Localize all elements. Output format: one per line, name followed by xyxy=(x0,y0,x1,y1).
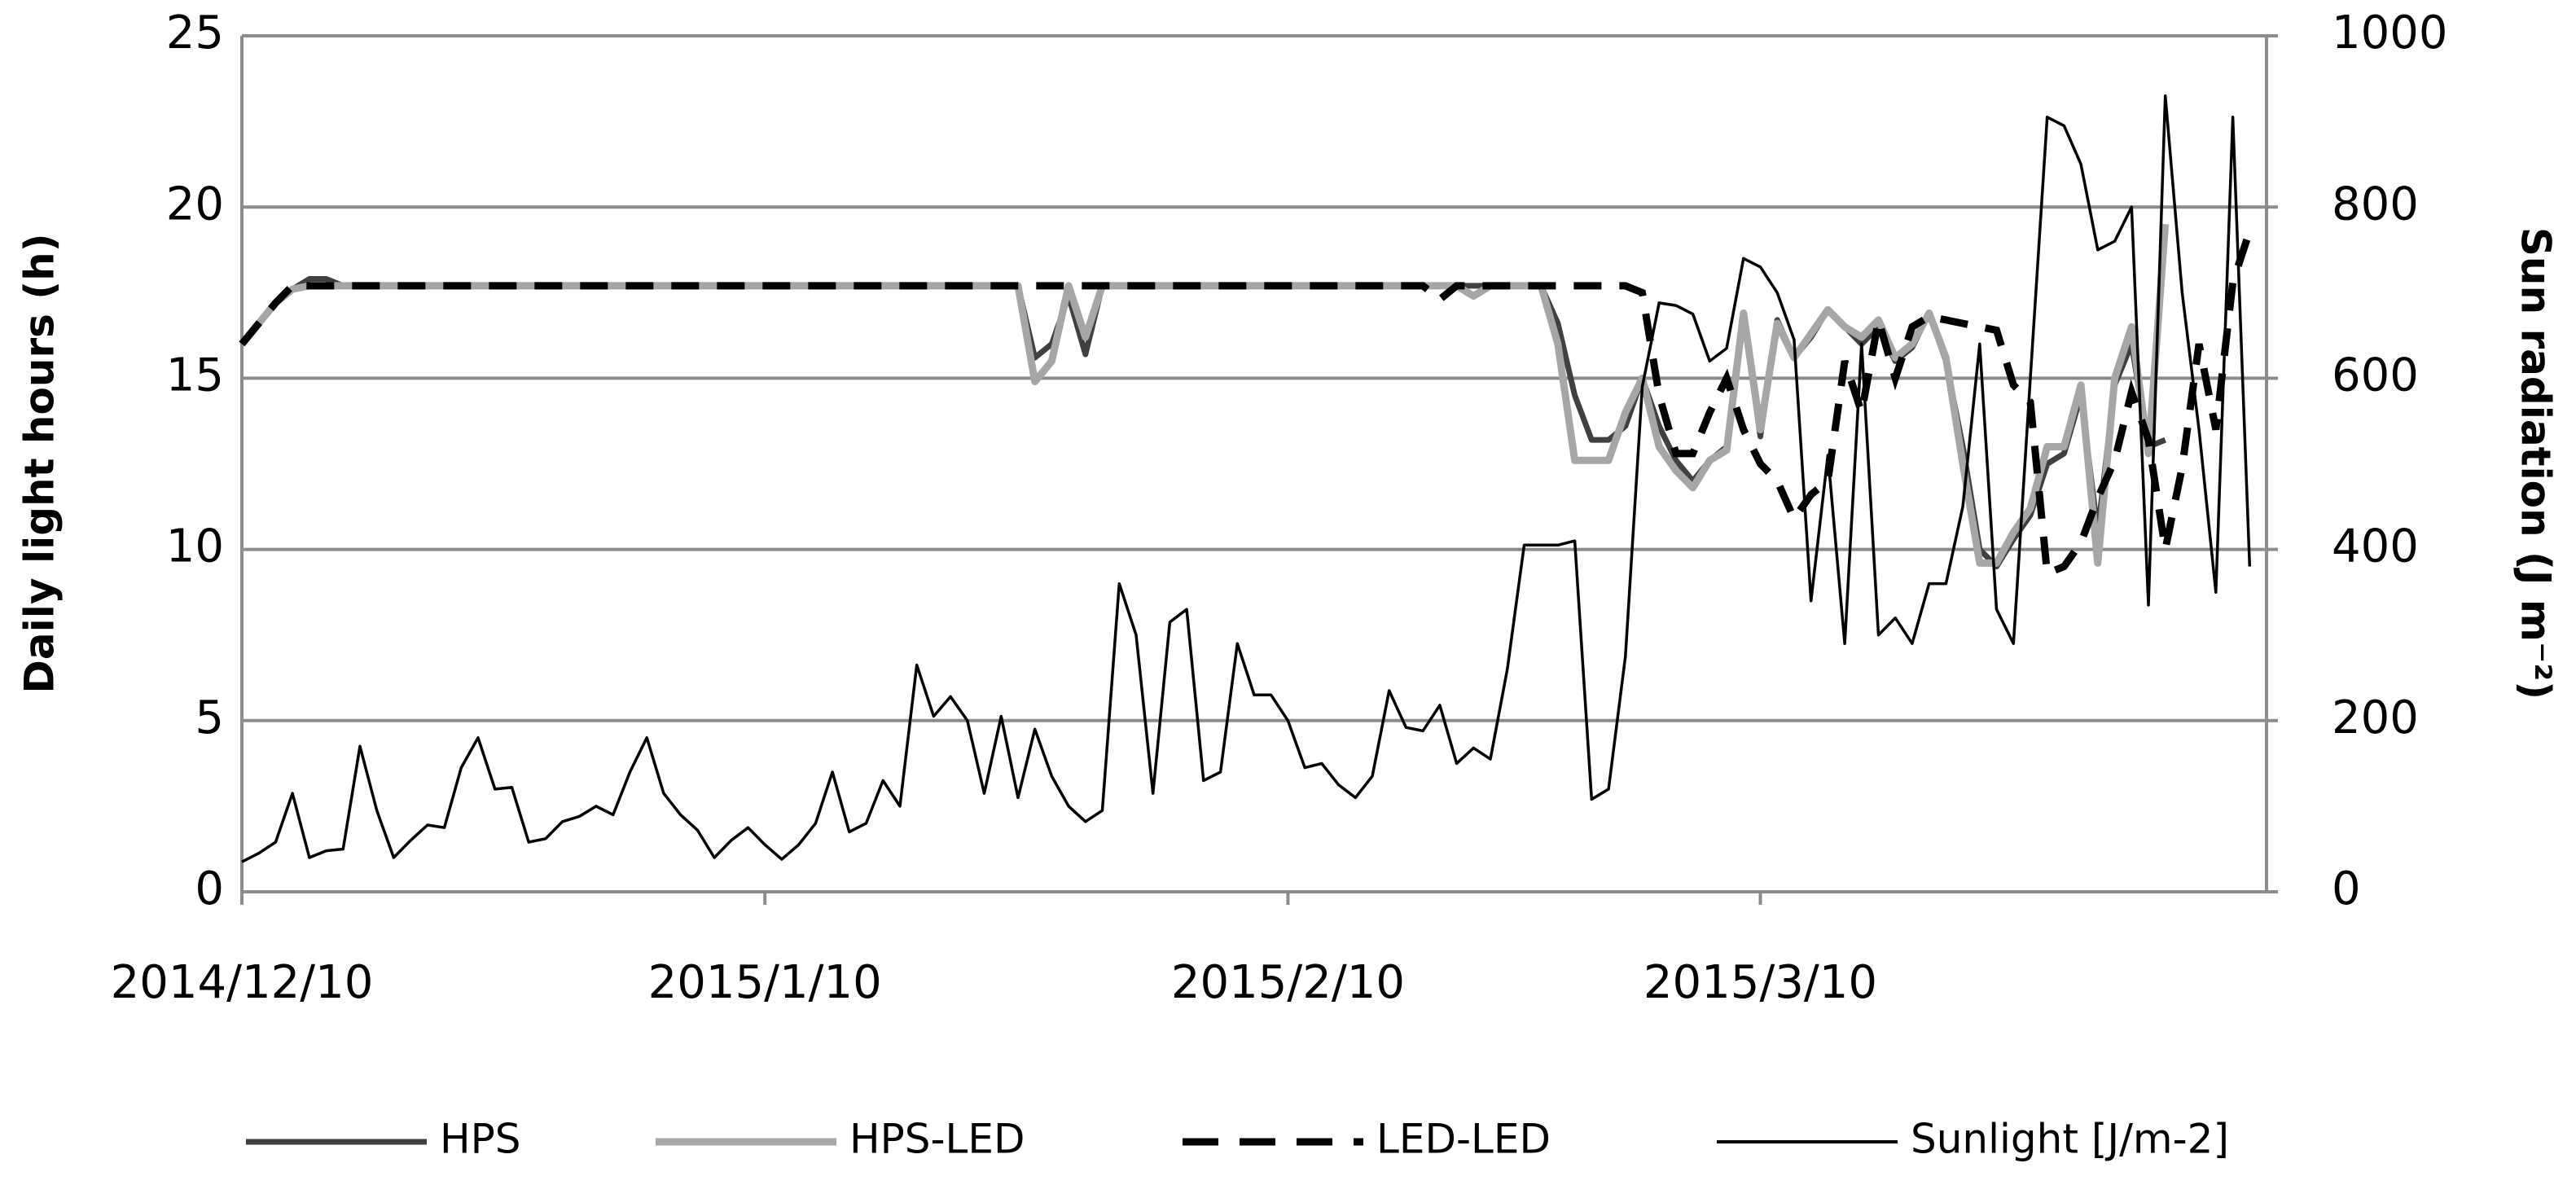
y2-axis-title: Sun radiation (J m⁻²) xyxy=(2512,227,2560,700)
series-line xyxy=(241,94,2252,863)
legend-label: LED-LED xyxy=(1376,1116,1551,1163)
y-tick-label: 25 xyxy=(166,7,224,59)
y-tick-label: 0 xyxy=(195,862,224,915)
y2-tick-label: 800 xyxy=(2332,178,2419,230)
series-line xyxy=(239,230,2253,579)
y-tick-label: 15 xyxy=(166,349,224,402)
x-tick-label: 2015/1/10 xyxy=(648,956,882,1009)
y-axis-title: Daily light hours (h) xyxy=(16,233,64,693)
y-tick-label: 5 xyxy=(195,691,224,744)
y2-tick-label: 400 xyxy=(2332,520,2419,573)
y-tick-label: 10 xyxy=(166,520,224,573)
y2-tick-label: 600 xyxy=(2332,349,2419,402)
legend-label: HPS-LED xyxy=(849,1116,1025,1163)
y-tick-label: 20 xyxy=(166,178,224,230)
x-tick-label: 2014/12/10 xyxy=(111,956,374,1009)
y2-tick-label: 1000 xyxy=(2332,7,2448,59)
y2-tick-label: 0 xyxy=(2332,862,2361,915)
x-tick-label: 2015/2/10 xyxy=(1171,956,1405,1009)
series-line xyxy=(239,223,2170,567)
y2-tick-label: 200 xyxy=(2332,691,2419,744)
x-tick-label: 2015/3/10 xyxy=(1643,956,1877,1009)
legend-label: Sunlight [J/m-2] xyxy=(1911,1116,2229,1163)
legend-label: HPS xyxy=(440,1116,521,1163)
